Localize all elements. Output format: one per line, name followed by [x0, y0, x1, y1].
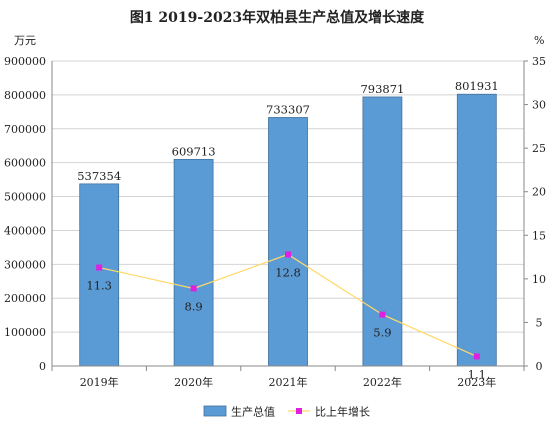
bar	[79, 183, 120, 367]
y-left-tick-label: 300000	[4, 258, 46, 271]
bar	[362, 96, 403, 367]
y-left-unit: 万元	[14, 34, 36, 47]
bar-value-label: 733307	[266, 102, 310, 116]
y-right-tick-label: 15	[532, 229, 546, 242]
y-right-tick-label: 20	[532, 186, 546, 199]
growth-line	[96, 251, 480, 360]
bar-value-label: 537354	[77, 169, 121, 183]
y-left-tick-label: 700000	[4, 123, 46, 136]
y-left-tick-label: 100000	[4, 326, 46, 339]
growth-value-label: 1.1	[468, 367, 486, 381]
growth-marker	[285, 251, 291, 258]
y-left-tick-label: 200000	[4, 292, 46, 305]
bar-value-label: 609713	[172, 144, 216, 158]
growth-value-label: 8.9	[184, 299, 202, 313]
legend-swatch-gdp	[203, 405, 227, 417]
chart-title: 图1 2019-2023年双柏县生产总值及增长速度	[130, 9, 425, 26]
growth-value-label: 12.8	[275, 265, 301, 279]
growth-value-label: 11.3	[86, 279, 112, 293]
bar	[173, 158, 214, 367]
y-right-tick-label: 35	[532, 55, 546, 68]
y-left-tick-label: 900000	[4, 55, 46, 68]
y-right-tick-label: 5	[536, 316, 543, 329]
bar-value-label: 801931	[455, 79, 499, 93]
growth-value-label: 5.9	[373, 326, 391, 340]
legend: 生产总值 比上年增长	[203, 405, 370, 419]
growth-marker	[190, 285, 197, 292]
y-right-tick-label: 30	[532, 99, 546, 112]
legend-label-gdp: 生产总值	[231, 405, 275, 419]
y-left-tick-label: 500000	[4, 191, 46, 204]
x-tick-label: 2020年	[174, 375, 213, 389]
y-right-tick-label: 25	[532, 142, 546, 155]
bar	[456, 93, 497, 367]
labels: 537354 609713 733307 793871 801931 11.3 8.9 12.…	[77, 79, 499, 381]
y-right-tick-label: 10	[532, 273, 546, 286]
y-left-tick-label: 600000	[4, 157, 46, 170]
x-tick-label: 2023年	[457, 375, 496, 389]
x-tick-label: 2019年	[80, 375, 119, 389]
y-left-tick-label: 800000	[4, 89, 46, 102]
y-left-tick-label: 400000	[4, 224, 46, 237]
y-left-tick-label: 0	[39, 360, 46, 373]
bar-value-label: 793871	[360, 82, 404, 96]
growth-marker	[379, 311, 386, 318]
axes: 0 100000 200000 300000 400000 500000 600000 700…	[4, 55, 546, 389]
bar	[268, 117, 308, 367]
y-right-unit: %	[534, 34, 544, 47]
x-tick-label: 2021年	[269, 375, 308, 389]
x-tick-label: 2022年	[363, 375, 402, 389]
legend-marker-growth	[296, 408, 302, 414]
y-right-tick-label: 0	[536, 360, 543, 373]
growth-marker	[473, 353, 480, 360]
legend-label-growth: 比上年增长	[315, 405, 370, 419]
growth-marker	[96, 264, 103, 271]
